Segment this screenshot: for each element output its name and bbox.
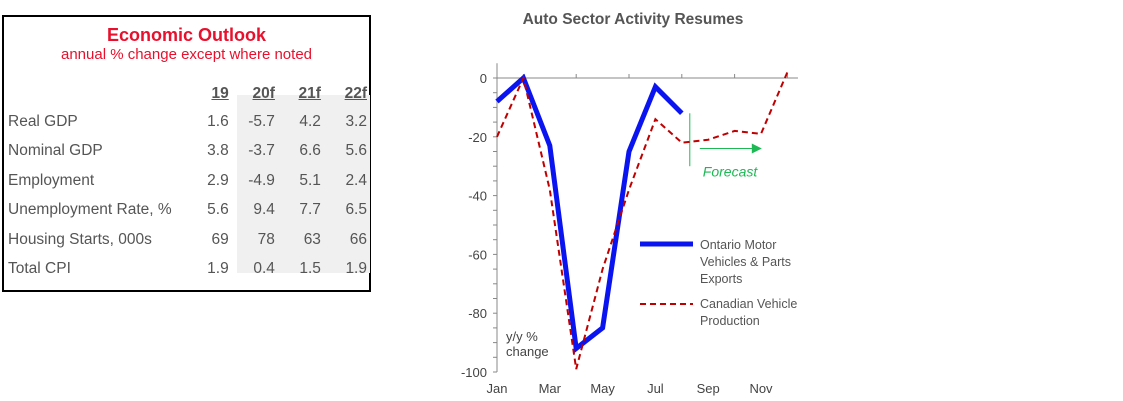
y-axis-label: change <box>506 344 549 359</box>
cell-value: 66 <box>349 230 367 248</box>
cell-value: 6.6 <box>299 142 321 160</box>
forecast-label: Forecast <box>703 164 759 180</box>
row-label: Housing Starts, 000s <box>8 230 152 248</box>
col-header: 20f <box>252 85 275 102</box>
y-tick-label: 0 <box>480 71 487 86</box>
cell-value: 69 <box>211 230 229 248</box>
cell-value: 1.9 <box>345 260 367 278</box>
legend-label: Vehicles & Parts <box>700 255 791 269</box>
legend-label: Ontario Motor <box>700 238 776 252</box>
outlook-title: Economic Outlook <box>106 25 266 45</box>
col-header: 21f <box>298 85 321 102</box>
y-tick-label: -60 <box>468 247 487 262</box>
chart-title: Auto Sector Activity Resumes <box>523 11 744 28</box>
x-tick-label: May <box>590 381 615 396</box>
y-tick-label: -20 <box>468 130 487 145</box>
col-header: 19 <box>211 85 229 102</box>
row-label: Employment <box>8 171 95 189</box>
row-label: Nominal GDP <box>8 142 103 160</box>
cell-value: 5.1 <box>299 171 321 189</box>
x-tick-label: Nov <box>749 381 773 396</box>
row-label: Unemployment Rate, % <box>8 201 172 219</box>
y-tick-label: -100 <box>461 365 487 380</box>
cell-value: 5.6 <box>345 142 367 160</box>
cell-value: 2.4 <box>345 171 367 189</box>
cell-value: 6.5 <box>345 201 367 219</box>
cell-value: 78 <box>257 230 275 248</box>
cell-value: 63 <box>303 230 321 248</box>
cell-value: 3.8 <box>207 142 229 160</box>
cell-value: 2.9 <box>207 171 229 189</box>
cell-value: -5.7 <box>248 112 275 130</box>
auto-sector-chart: Auto Sector Activity Resumes 0 -20 -40 -60 -… <box>461 11 798 396</box>
cell-value: -3.7 <box>248 142 275 160</box>
table-row: Unemployment Rate, % 5.6 9.4 7.7 6.5 <box>8 196 369 226</box>
cell-value: 9.4 <box>253 201 275 219</box>
y-tick-label: -80 <box>468 306 487 321</box>
cell-value: 4.2 <box>299 112 321 130</box>
cell-value: 7.7 <box>299 201 321 219</box>
blank-header <box>8 81 185 107</box>
cell-value: 1.5 <box>299 260 321 278</box>
row-label: Total CPI <box>8 260 71 278</box>
x-tick-label: Jul <box>647 381 664 396</box>
x-tick-label: Mar <box>539 381 562 396</box>
y-axis-label: y/y % <box>506 329 538 344</box>
cell-value: 5.6 <box>207 201 229 219</box>
x-tick-label: Jan <box>487 381 508 396</box>
cell-value: 1.6 <box>207 112 229 130</box>
outlook-subtitle: annual % change except where noted <box>60 46 312 63</box>
legend-label: Canadian Vehicle <box>700 297 797 311</box>
forecast-arrowhead-icon <box>751 143 762 154</box>
legend-label: Exports <box>700 272 742 286</box>
cell-value: 1.9 <box>207 260 229 278</box>
cell-value: -4.9 <box>248 171 275 189</box>
table-row: Real GDP 1.6 -5.7 4.2 3.2 <box>8 107 369 137</box>
cell-value: 3.2 <box>345 112 367 130</box>
series-line-vehicle-production <box>496 71 789 370</box>
table-row: Nominal GDP 3.8 -3.7 6.6 5.6 <box>8 137 369 167</box>
outlook-table: 19 20f 21f 22f Real GDP 1.6 -5.7 4.2 3.2 Nomi… <box>8 81 369 284</box>
legend-label: Production <box>700 314 760 328</box>
series-line-ontario-exports <box>495 73 684 354</box>
table-row: Total CPI 1.9 0.4 1.5 1.9 <box>8 255 369 285</box>
y-tick-label: -40 <box>468 189 487 204</box>
x-tick-label: Sep <box>697 381 720 396</box>
table-row: Employment 2.9 -4.9 5.1 2.4 <box>8 166 369 196</box>
economic-outlook-panel: Economic Outlook annual % change except … <box>2 15 371 292</box>
row-label: Real GDP <box>8 112 78 130</box>
forecast-shading <box>237 95 370 273</box>
table-row: Housing Starts, 000s 69 78 63 66 <box>8 225 369 255</box>
col-header: 22f <box>344 85 367 102</box>
cell-value: 0.4 <box>253 260 275 278</box>
